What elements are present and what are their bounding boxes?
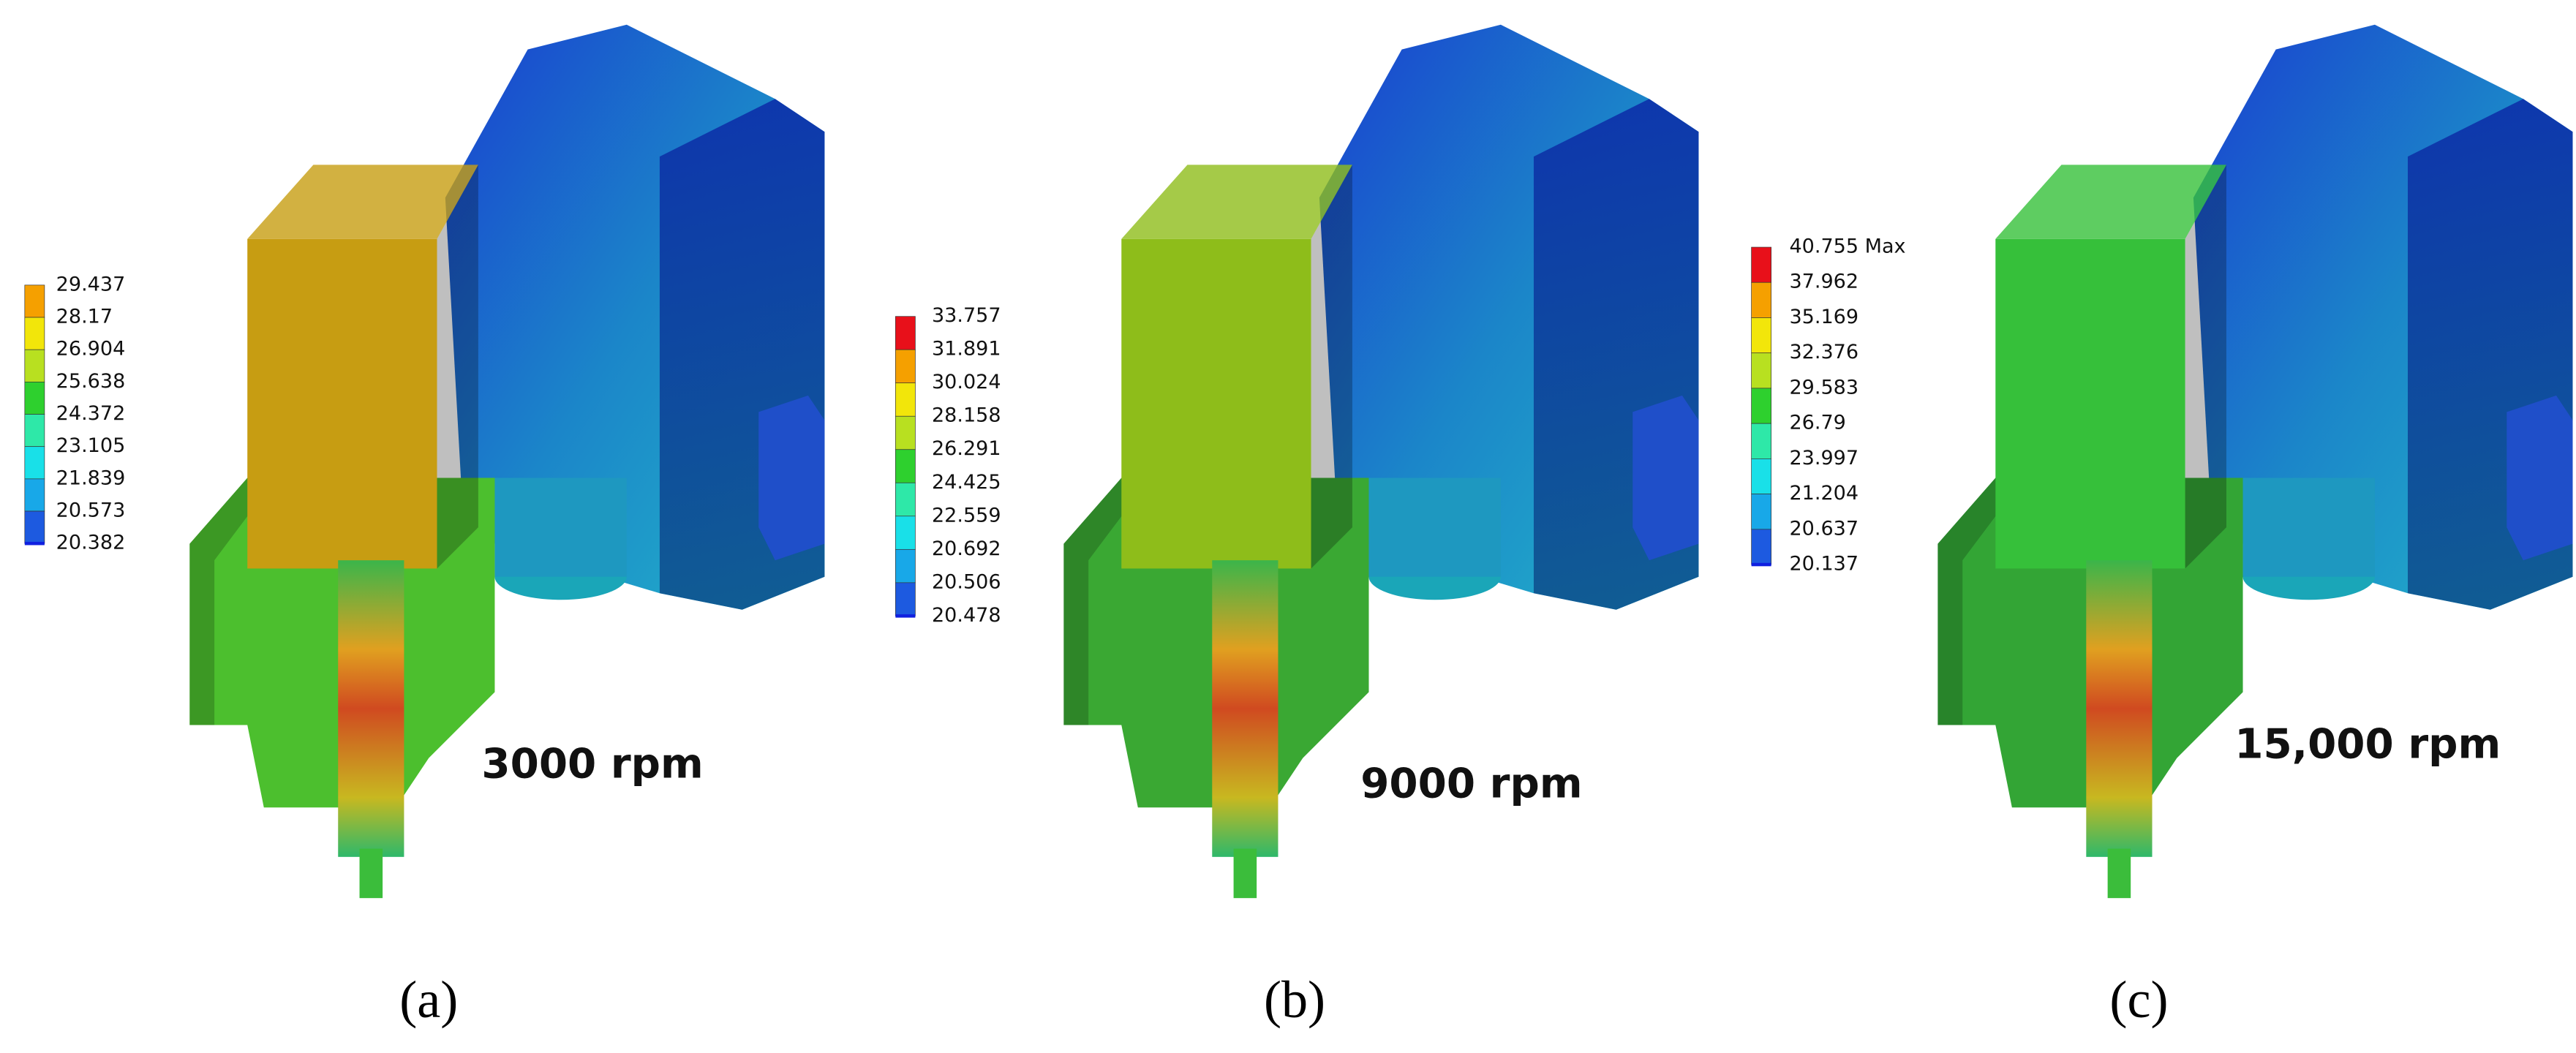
legend-label: 31.891	[932, 338, 1001, 361]
legend-label: 26.291	[932, 437, 1001, 460]
legend-swatch	[1751, 423, 1771, 459]
legend-label: 23.105	[56, 434, 126, 457]
legend-swatch	[24, 349, 45, 382]
legend-label: 23.997	[1789, 447, 1858, 469]
legend-swatch	[895, 516, 916, 550]
legend-label: 35.169	[1789, 306, 1858, 328]
legend-swatch	[1751, 388, 1771, 424]
legend-swatch	[24, 382, 45, 415]
legend-swatch	[895, 582, 916, 616]
panel-label: (b)	[1264, 970, 1325, 1029]
legend-swatch	[895, 349, 916, 384]
legend-label: 20.637	[1789, 517, 1858, 540]
legend-label: 28.158	[932, 404, 1001, 427]
speed-label: 3000 rpm	[481, 741, 703, 788]
legend-swatch	[1751, 246, 1771, 283]
legend-swatch	[1751, 317, 1771, 354]
legend-swatch	[24, 541, 45, 546]
legend-swatch	[895, 316, 916, 350]
legend-swatch	[895, 614, 916, 618]
legend-label: 29.437	[56, 273, 126, 295]
legend-swatch	[895, 415, 916, 450]
legend-label: 40.755 Max	[1789, 235, 1905, 258]
legend-swatch	[24, 478, 45, 512]
legend-label: 28.17	[56, 306, 113, 328]
legend-label: 20.573	[56, 499, 126, 522]
legend-label: 21.204	[1789, 482, 1858, 505]
legend-label: 20.506	[932, 570, 1001, 593]
legend-swatch	[1751, 282, 1771, 318]
legend-swatch	[24, 284, 45, 318]
legend-label: 20.692	[932, 537, 1001, 560]
legend-swatch	[1751, 494, 1771, 530]
speed-label: 9000 rpm	[1360, 760, 1582, 808]
legend-label: 22.559	[932, 504, 1001, 526]
legend-swatch	[1751, 458, 1771, 494]
legend-swatch	[1751, 529, 1771, 565]
legend-swatch	[24, 510, 45, 544]
legend-label: 24.372	[56, 402, 126, 425]
legend-label: 30.024	[932, 371, 1001, 393]
legend-label: 24.425	[932, 471, 1001, 494]
legend-label: 37.962	[1789, 271, 1858, 293]
legend-label: 20.478	[932, 604, 1001, 627]
legend-swatch	[24, 414, 45, 448]
legend-swatch	[895, 548, 916, 584]
panel-label: (a)	[399, 970, 458, 1029]
legend-label: 21.839	[56, 467, 126, 489]
legend-swatch	[24, 446, 45, 480]
legend-label: 26.79	[1789, 412, 1845, 434]
legend-swatch	[895, 482, 916, 517]
legend-swatch	[24, 317, 45, 350]
legend-label: 20.137	[1789, 553, 1858, 575]
legend-label: 26.904	[56, 338, 126, 361]
legend-label: 33.757	[932, 304, 1001, 327]
legend-label: 29.583	[1789, 376, 1858, 399]
speed-label: 15,000 rpm	[2234, 720, 2501, 768]
legend-label: 20.382	[56, 532, 126, 554]
legend-swatch	[1751, 562, 1771, 567]
panel-label: (c)	[2109, 970, 2168, 1029]
legend-swatch	[895, 382, 916, 417]
legend-label: 32.376	[1789, 341, 1858, 363]
legend-label: 25.638	[56, 370, 126, 393]
legend-swatch	[895, 449, 916, 483]
legend-swatch	[1751, 352, 1771, 389]
